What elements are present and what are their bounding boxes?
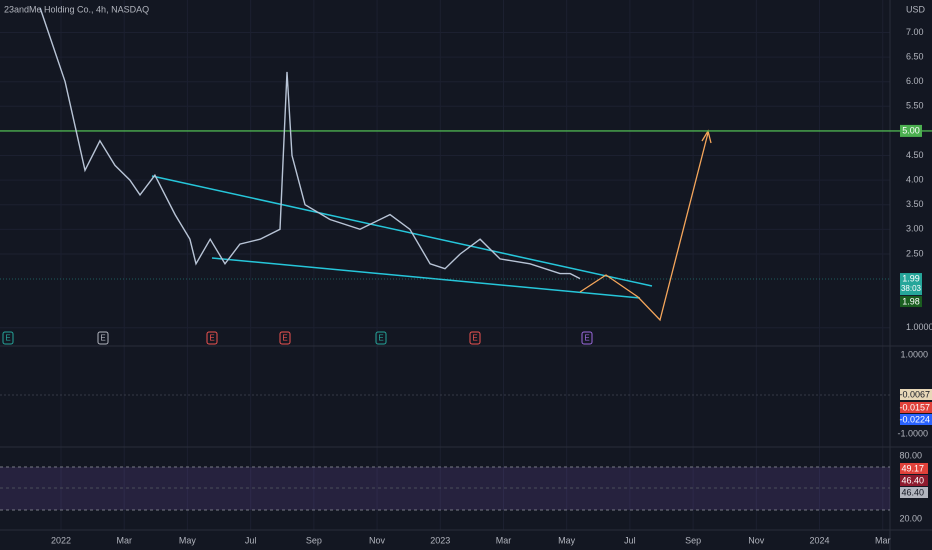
y-tick-label: 5.50 bbox=[906, 101, 924, 111]
x-tick-label: Nov bbox=[748, 535, 765, 545]
y-tick-label: 3.50 bbox=[906, 199, 924, 209]
x-tick-label: May bbox=[179, 535, 197, 545]
earnings-marker bbox=[469, 331, 481, 345]
trendline bbox=[151, 175, 653, 287]
prev-close-label: 1.98 bbox=[902, 296, 920, 306]
trendline bbox=[211, 257, 641, 299]
earnings-marker bbox=[375, 331, 387, 345]
rsi-value: 46.40 bbox=[901, 475, 924, 485]
x-tick-label: 2022 bbox=[51, 535, 71, 545]
macd-upper: 1.0000 bbox=[900, 349, 928, 359]
x-tick-label: 2024 bbox=[810, 535, 830, 545]
value-box bbox=[900, 475, 928, 486]
rsi-value: 46.40 bbox=[901, 487, 924, 497]
x-tick-label: Sep bbox=[685, 535, 701, 545]
x-tick-label: Jul bbox=[245, 535, 257, 545]
earnings-label: E bbox=[378, 334, 383, 343]
macd-value: -0.0067 bbox=[899, 389, 930, 399]
value-box bbox=[900, 463, 928, 474]
price-box bbox=[900, 296, 922, 308]
earnings-marker bbox=[206, 331, 218, 345]
macd-lower: -1.0000 bbox=[897, 428, 928, 438]
x-tick-label: Mar bbox=[116, 535, 132, 545]
y-tick-label: 4.50 bbox=[906, 150, 924, 160]
earnings-marker bbox=[2, 331, 14, 345]
price-box bbox=[900, 273, 922, 296]
rsi-upper: 80.00 bbox=[899, 450, 922, 460]
symbol-title: 23andMe Holding Co., 4h, NASDAQ bbox=[4, 4, 149, 14]
earnings-label: E bbox=[282, 334, 287, 343]
y-tick-label: 2.50 bbox=[906, 248, 924, 258]
rsi-value: 49.17 bbox=[901, 463, 924, 473]
earnings-marker bbox=[97, 331, 109, 345]
y-tick-label: 4.00 bbox=[906, 175, 924, 185]
value-box bbox=[900, 414, 932, 425]
value-box bbox=[900, 402, 932, 413]
earnings-label: E bbox=[100, 334, 105, 343]
rsi-lower: 20.00 bbox=[899, 513, 922, 523]
earnings-label: E bbox=[584, 334, 589, 343]
y-tick-label: 1.0000 bbox=[906, 322, 932, 332]
earnings-label: E bbox=[209, 334, 214, 343]
x-tick-label: 2023 bbox=[430, 535, 450, 545]
x-tick-label: Sep bbox=[306, 535, 322, 545]
earnings-label: E bbox=[472, 334, 477, 343]
x-tick-label: Mar bbox=[875, 535, 891, 545]
y-tick-label: 6.00 bbox=[906, 76, 924, 86]
earnings-marker bbox=[279, 331, 291, 345]
x-tick-label: Nov bbox=[369, 535, 386, 545]
macd-value: -0.0157 bbox=[899, 402, 930, 412]
value-box bbox=[900, 487, 928, 498]
y-tick-label: 3.00 bbox=[906, 224, 924, 234]
projection bbox=[579, 132, 709, 322]
value-box bbox=[900, 389, 932, 400]
price-line bbox=[39, 7, 581, 280]
x-tick-label: Jul bbox=[624, 535, 636, 545]
x-tick-label: Mar bbox=[496, 535, 512, 545]
countdown: 38:03 bbox=[901, 284, 922, 293]
y-tick-label: 6.50 bbox=[906, 51, 924, 61]
earnings-label: E bbox=[5, 334, 10, 343]
currency: USD bbox=[906, 4, 926, 14]
earnings-marker bbox=[581, 331, 593, 345]
level-label: 5.00 bbox=[902, 125, 920, 135]
last-price-label: 1.99 bbox=[902, 273, 920, 283]
grid bbox=[0, 0, 890, 530]
level-box bbox=[900, 124, 922, 137]
macd-value: -0.0224 bbox=[899, 414, 930, 424]
x-tick-label: May bbox=[558, 535, 576, 545]
y-tick-label: 7.00 bbox=[906, 27, 924, 37]
